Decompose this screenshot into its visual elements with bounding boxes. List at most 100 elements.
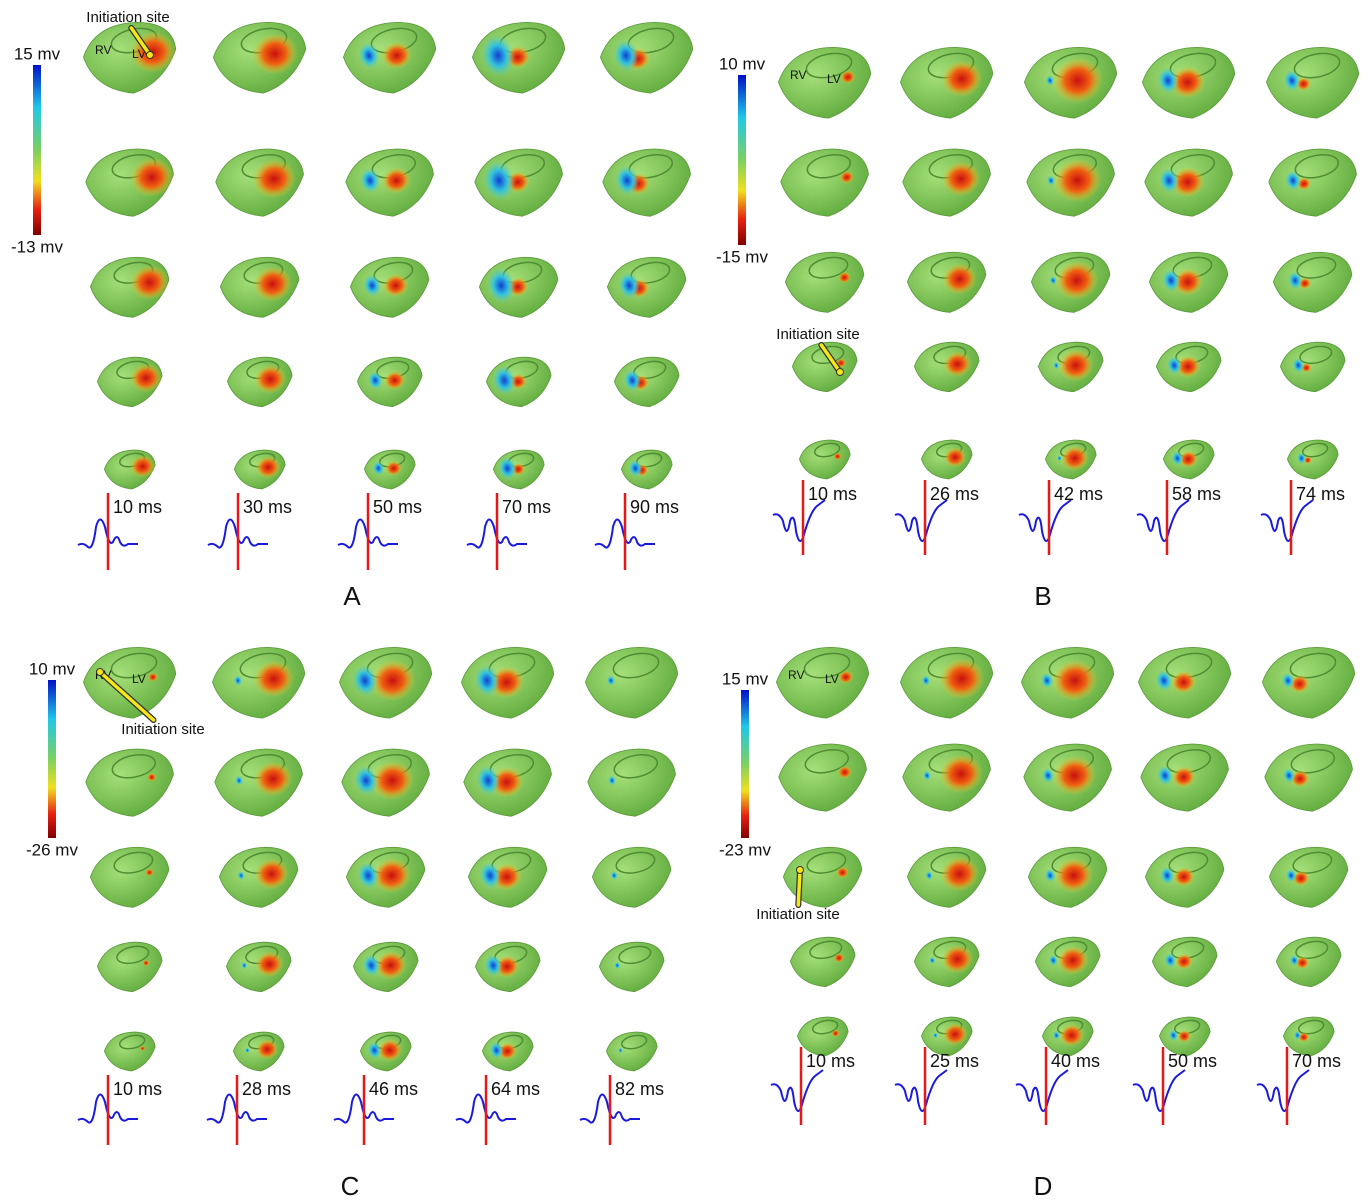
- panel-label: D: [1034, 1171, 1053, 1201]
- heart-slice: [475, 250, 564, 324]
- heart-slice: [224, 351, 297, 412]
- heart-slice: [102, 1028, 160, 1076]
- color-bar-min: -26 mv: [26, 840, 78, 859]
- heart-slice: [480, 1028, 538, 1076]
- heart-slice: [603, 250, 692, 324]
- heart-slice: [903, 245, 992, 319]
- time-label: 28 ms: [242, 1079, 291, 1099]
- ecg-trace: [771, 1070, 823, 1111]
- heart-slice: [895, 39, 1000, 127]
- ecg-trace: [895, 500, 947, 541]
- heart-slice: [456, 639, 561, 727]
- heart-slice: [483, 351, 556, 412]
- color-bar-max: 15 mv: [722, 669, 769, 688]
- ecg-trace: [1019, 500, 1071, 541]
- heart-slice: [797, 436, 855, 484]
- heart-slice: [78, 639, 183, 727]
- heart-slice: [1161, 436, 1219, 484]
- heart-slice: [223, 936, 296, 997]
- heart-slice: [611, 351, 684, 412]
- heart-slice: [86, 840, 175, 914]
- heart-slice: [231, 1028, 289, 1076]
- rv-label: RV: [790, 68, 806, 82]
- heart-slice: [362, 446, 420, 494]
- heart-slice: [342, 840, 431, 914]
- rv-label: RV: [788, 668, 804, 682]
- heart-slice: [215, 840, 304, 914]
- heart-slice: [1264, 141, 1363, 224]
- heart-slice: [1141, 840, 1230, 914]
- heart-slice: [595, 14, 700, 102]
- heart-slice: [1024, 840, 1113, 914]
- panel-label: A: [343, 581, 361, 611]
- heart-slice: [210, 741, 309, 824]
- heart-slice: [337, 741, 436, 824]
- heart-slice: [341, 141, 440, 224]
- heart-slice: [94, 351, 167, 412]
- heart-slice: [86, 250, 175, 324]
- lv-label: LV: [827, 72, 841, 86]
- heart-slice: [358, 1028, 416, 1076]
- heart-slice: [895, 639, 1000, 727]
- heart-slice: [1269, 245, 1358, 319]
- heart-slice: [898, 141, 997, 224]
- heart-slice: [773, 39, 878, 127]
- heart-slice: [789, 336, 862, 397]
- heart-slice: [580, 639, 685, 727]
- heart-slice: [211, 141, 310, 224]
- time-label: 50 ms: [373, 497, 422, 517]
- time-label: 50 ms: [1168, 1051, 1217, 1071]
- color-bar-min: -23 mv: [719, 840, 771, 859]
- heart-slice: [207, 639, 312, 727]
- rv-label: RV: [95, 43, 111, 57]
- heart-slice: [787, 931, 860, 992]
- initiation-label: Initiation site: [121, 721, 204, 738]
- time-label: 46 ms: [369, 1079, 418, 1099]
- heart-slice: [1133, 639, 1238, 727]
- heart-slice: [1265, 840, 1354, 914]
- heart-slice: [338, 14, 443, 102]
- heart-slice: [232, 446, 290, 494]
- ecg-trace: [1261, 500, 1313, 541]
- ecg-trace: [1257, 1070, 1309, 1111]
- time-label: 90 ms: [630, 497, 679, 517]
- heart-slice: [346, 250, 435, 324]
- heart-slice: [911, 931, 984, 992]
- heart-slice: [619, 446, 677, 494]
- heart-slice: [1260, 736, 1359, 819]
- arrow-tip: [837, 369, 844, 376]
- heart-slice: [1019, 39, 1124, 127]
- initiation-label: Initiation site: [756, 906, 839, 923]
- heart-slice: [1027, 245, 1116, 319]
- time-label: 10 ms: [808, 484, 857, 504]
- heart-slice: [1285, 436, 1343, 484]
- time-label: 74 ms: [1296, 484, 1345, 504]
- arrow-tip: [97, 669, 104, 676]
- heart-slice: [588, 840, 677, 914]
- heart-slice: [1043, 436, 1101, 484]
- heart-slice: [919, 436, 977, 484]
- time-label: 42 ms: [1054, 484, 1103, 504]
- heart-slice: [1153, 336, 1226, 397]
- heart-slice: [1022, 141, 1121, 224]
- heart-slice: [1140, 141, 1239, 224]
- color-bar-max: 10 mv: [719, 54, 766, 73]
- ecg-trace: [1133, 1070, 1185, 1111]
- heart-slice: [781, 245, 870, 319]
- heart-slice: [472, 936, 545, 997]
- color-bar: [33, 65, 41, 235]
- color-bar-max: 10 mv: [29, 659, 76, 678]
- heart-slice: [464, 840, 553, 914]
- heart-slice: [1035, 336, 1108, 397]
- time-label: 26 ms: [930, 484, 979, 504]
- ecg-trace: [1137, 500, 1189, 541]
- heart-slice: [1273, 931, 1346, 992]
- heart-slice: [598, 141, 697, 224]
- heart-slice: [774, 736, 873, 819]
- heart-slice: [1149, 931, 1222, 992]
- color-bar: [738, 75, 746, 245]
- heart-slice: [898, 736, 997, 819]
- time-label: 25 ms: [930, 1051, 979, 1071]
- arrow-shaft-fill: [798, 870, 800, 905]
- time-label: 70 ms: [1292, 1051, 1341, 1071]
